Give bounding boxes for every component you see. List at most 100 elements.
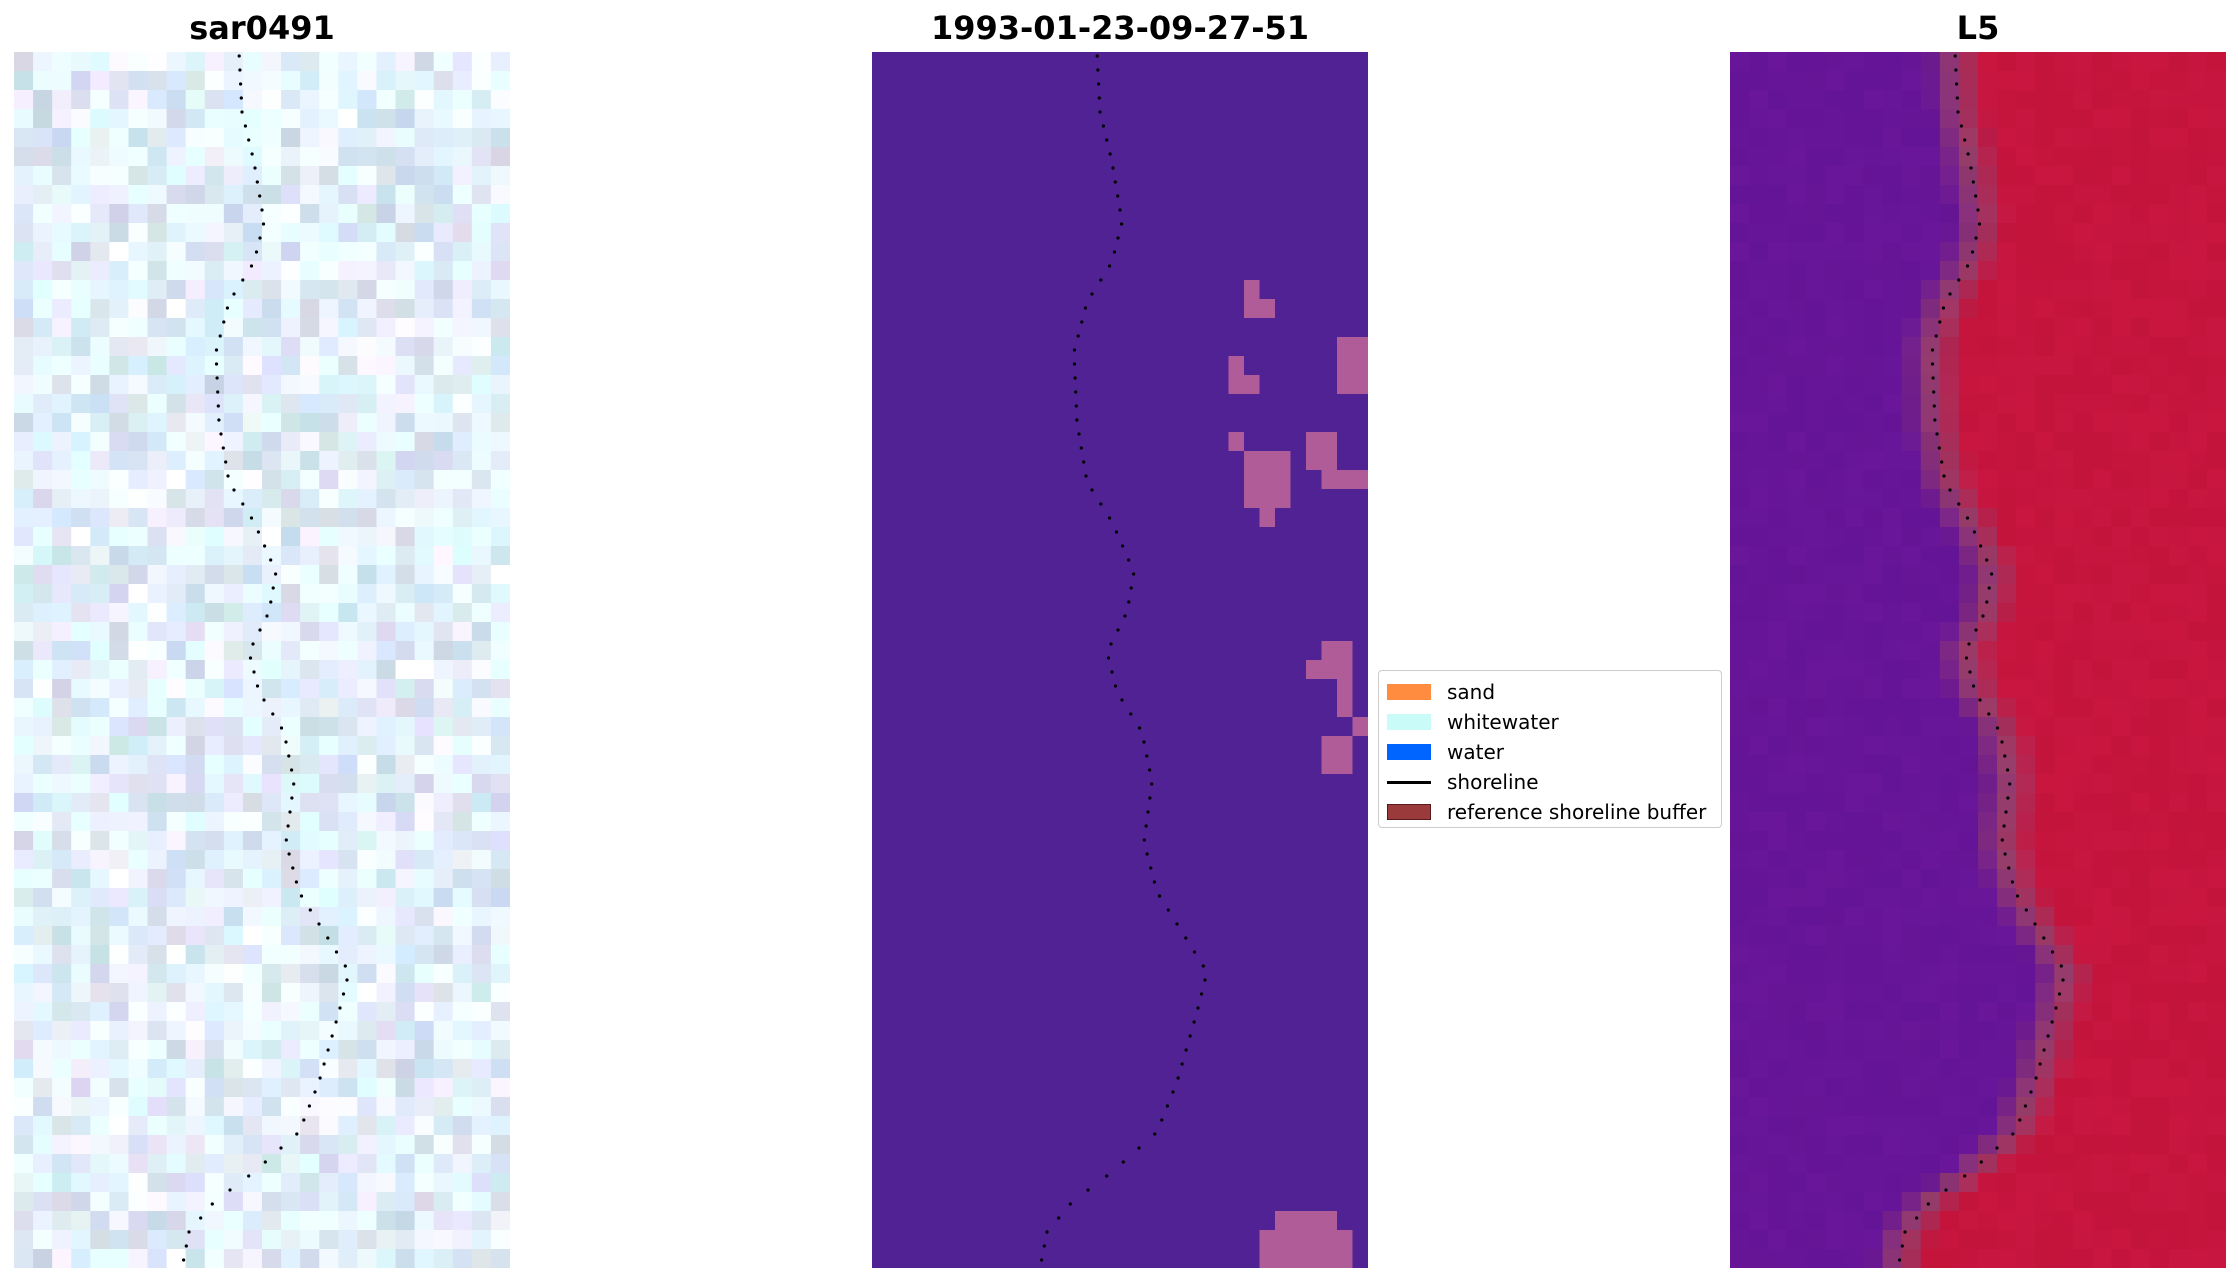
shoreline-point (1934, 334, 1938, 338)
shoreline-point (1137, 1146, 1141, 1150)
shoreline-point (1978, 698, 1982, 702)
shoreline-point (217, 418, 221, 422)
shoreline-point (326, 936, 330, 940)
shoreline-point (1157, 894, 1162, 898)
shoreline-point (1955, 82, 1959, 86)
shoreline-point (1171, 1090, 1175, 1094)
shoreline-point (291, 866, 295, 870)
shoreline-point (1937, 446, 1941, 450)
shoreline-point (1955, 96, 1959, 100)
rgb-pixel-grid (14, 52, 510, 1268)
shoreline-point (1149, 866, 1153, 870)
shoreline-point (338, 1006, 342, 1010)
shoreline-point (224, 460, 228, 464)
shoreline-point (330, 1034, 334, 1038)
class-patch (1275, 1211, 1337, 1230)
shoreline-point (299, 894, 304, 898)
shoreline-point (1072, 362, 1077, 366)
shoreline-point (250, 152, 254, 156)
shoreline-point (1196, 1006, 1200, 1010)
shoreline-point (2007, 866, 2011, 870)
shoreline-point (1184, 1048, 1188, 1052)
class-patch (1228, 432, 1244, 451)
shoreline-point (341, 992, 346, 996)
shoreline-point (1965, 264, 1970, 268)
shoreline-point (249, 264, 254, 268)
shoreline-point (1090, 488, 1094, 492)
shoreline-point (1111, 166, 1115, 170)
shoreline-point (265, 614, 269, 618)
shoreline-point (1981, 614, 1985, 618)
shoreline-point (254, 250, 259, 254)
shoreline-point (214, 362, 219, 366)
shoreline-point (1203, 978, 1207, 982)
shoreline-point (2018, 1118, 2022, 1122)
shoreline-point (2046, 1034, 2050, 1038)
shoreline-point (255, 684, 260, 688)
shoreline-point (1974, 628, 1978, 632)
shoreline-point (1166, 908, 1170, 912)
shoreline-point (2006, 796, 2010, 800)
shoreline-point (1118, 208, 1122, 212)
shoreline-point (1105, 138, 1109, 142)
class-patch (1321, 736, 1353, 774)
shoreline-point (232, 292, 236, 296)
shoreline-point (247, 138, 251, 142)
shoreline-point (262, 698, 266, 702)
shoreline-point (1938, 320, 1942, 324)
shoreline-point (2010, 880, 2014, 884)
shoreline-point (1903, 1230, 1907, 1234)
shoreline-point (1201, 964, 1205, 968)
shoreline-point (1976, 208, 1980, 212)
class-patch (1244, 280, 1260, 318)
shoreline-point (274, 572, 278, 576)
shoreline-point (1192, 950, 1197, 954)
class-patch (1321, 470, 1368, 489)
shoreline-point (318, 1076, 322, 1080)
shoreline-point (292, 782, 296, 786)
shoreline-point (247, 1174, 251, 1178)
shoreline-point (286, 824, 290, 828)
shoreline-point (295, 1132, 299, 1136)
index-image (1730, 52, 2226, 1268)
shoreline-point (1192, 1020, 1196, 1024)
shoreline-point (313, 1090, 317, 1094)
shoreline-point (307, 1104, 311, 1108)
shoreline-point (1932, 404, 1936, 408)
legend-item-shoreline: shoreline (1387, 767, 1713, 797)
shoreline-point (1968, 670, 1972, 674)
shoreline-point (2033, 922, 2037, 926)
class-patch (1337, 679, 1353, 717)
class-patch (1259, 508, 1275, 527)
legend-label: sand (1447, 680, 1496, 704)
shoreline-point (1145, 852, 1149, 856)
shoreline-point (2029, 1090, 2033, 1094)
shoreline-point (237, 54, 241, 58)
shoreline-point (2003, 754, 2007, 758)
shoreline-point (1987, 712, 1991, 716)
shoreline-point (182, 1258, 186, 1262)
shoreline-point (216, 404, 220, 408)
shoreline-point (218, 334, 222, 338)
shoreline-point (1966, 152, 1970, 156)
class-patch (1259, 1230, 1353, 1268)
shoreline-point (269, 558, 273, 562)
shoreline-point (2061, 978, 2065, 982)
legend-label: water (1447, 740, 1504, 764)
shoreline-point (1160, 1118, 1164, 1122)
shoreline-point (1116, 628, 1120, 632)
shoreline-point (1199, 992, 1204, 996)
shoreline-point (260, 208, 264, 212)
shoreline-point (290, 768, 294, 772)
shoreline-point (287, 852, 291, 856)
class-patch (1306, 660, 1322, 679)
shoreline-point (290, 796, 294, 800)
shoreline-point (1985, 558, 1989, 562)
shoreline-point (1144, 824, 1148, 828)
shoreline-point (1105, 1174, 1109, 1178)
shoreline-point (1123, 614, 1127, 618)
shoreline-point (1083, 306, 1087, 310)
shoreline-point (252, 670, 256, 674)
shoreline-point (1127, 558, 1131, 562)
shoreline-point (269, 600, 273, 604)
